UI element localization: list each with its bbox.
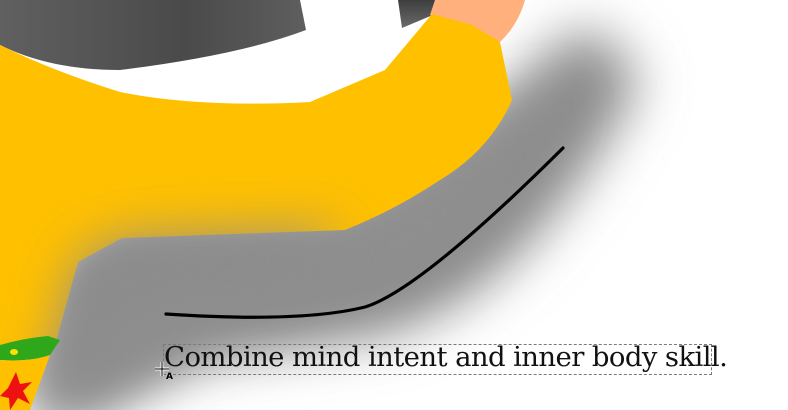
text-tool-cursor-icon: A: [154, 361, 176, 387]
green-trim-dots: [10, 349, 18, 355]
hair-shape: [0, 0, 306, 70]
text-object[interactable]: Combine mind intent and inner body skill…: [164, 339, 727, 375]
cursor-tool-letter: A: [166, 372, 173, 382]
